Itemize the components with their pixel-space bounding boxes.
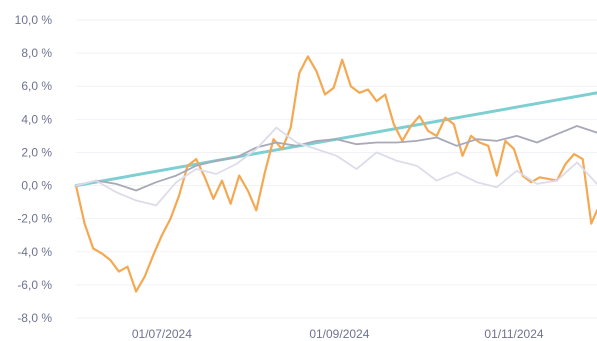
x-tick-label: 01/09/2024 — [309, 327, 369, 341]
x-tick-label: 01/07/2024 — [132, 327, 192, 341]
y-tick-label: -4,0 % — [17, 245, 52, 259]
y-tick-label: -2,0 % — [17, 212, 52, 226]
series-line-2 — [74, 55, 597, 293]
series-line-3 — [75, 125, 597, 192]
y-tick-label: 8,0 % — [21, 46, 52, 60]
y-tick-label: 10,0 % — [15, 13, 53, 27]
x-tick-label: 01/11/2024 — [484, 327, 543, 341]
y-tick-label: -6,0 % — [17, 278, 52, 292]
y-tick-label: 2,0 % — [21, 145, 52, 159]
y-tick-label: 6,0 % — [21, 79, 52, 93]
y-tick-label: -8,0 % — [17, 311, 52, 325]
y-tick-label: 0,0 % — [21, 179, 52, 193]
y-tick-label: 4,0 % — [21, 112, 52, 126]
series-line-4 — [75, 126, 597, 207]
